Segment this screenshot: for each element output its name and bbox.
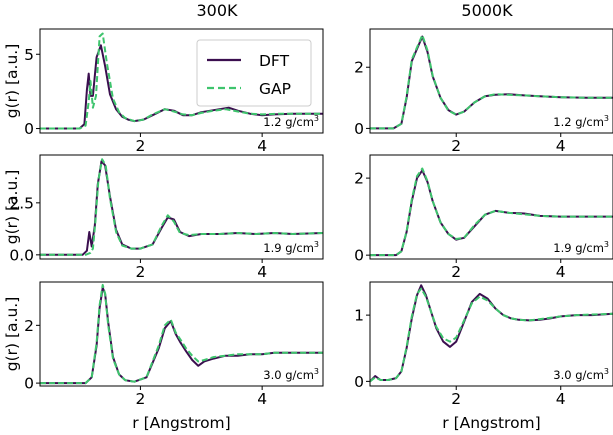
density-label: 1.2 g/cm3 (553, 114, 609, 129)
x-tick-label: 2 (451, 390, 461, 408)
legend-box (196, 39, 312, 107)
plot-frame (369, 281, 613, 387)
plot-frame (369, 28, 613, 134)
density-label: 1.2 g/cm3 (263, 114, 319, 129)
density-value: 3.0 g/cm (263, 368, 314, 382)
y-tick-label: 2 (24, 317, 34, 335)
density-exponent: 3 (604, 240, 609, 249)
legend-gap-label: GAP (259, 80, 291, 98)
series-line-gap (370, 287, 613, 383)
y-axis-label: g(r) [a.u.] (3, 170, 21, 245)
column-title-5000k: 5000K (461, 1, 513, 20)
density-exponent: 3 (314, 114, 319, 123)
x-tick-label: 2 (135, 390, 145, 408)
subplot-6: 2 4 0 1 3.0 g/cm3 r [Angstrom] (354, 281, 613, 432)
y-tick-label: 0 (24, 375, 34, 393)
y-tick-label: 2.5 (9, 194, 34, 212)
density-exponent: 3 (314, 240, 319, 249)
plot-frame (39, 281, 324, 387)
y-tick-label: 0 (354, 120, 364, 138)
series-line-gap (370, 167, 613, 257)
density-label: 1.9 g/cm3 (553, 240, 609, 255)
x-tick-label: 4 (257, 390, 267, 408)
x-tick-label: 4 (556, 137, 566, 155)
x-tick-label: 2 (135, 137, 145, 155)
x-tick-label: 4 (556, 390, 566, 408)
x-tick-label: 2 (135, 263, 145, 281)
series-group (370, 167, 613, 257)
density-value: 1.2 g/cm (263, 115, 314, 129)
column-title-300k: 300K (196, 1, 238, 20)
density-label: 3.0 g/cm3 (263, 367, 319, 382)
y-tick-label: 2 (354, 59, 364, 77)
series-line-gap (40, 32, 323, 130)
density-value: 1.9 g/cm (263, 241, 314, 255)
series-group (40, 158, 323, 256)
plot-frame (39, 154, 324, 260)
plot-frame (39, 28, 324, 134)
plot-frame (369, 154, 613, 260)
subplot-2: 2 4 0 2 1.2 g/cm3 (354, 28, 613, 155)
y-tick-label: 2 (354, 170, 364, 188)
y-tick-label: 0 (354, 373, 364, 391)
density-value: 3.0 g/cm (553, 368, 604, 382)
series-line-dft (370, 284, 613, 383)
density-exponent: 3 (314, 367, 319, 376)
legend: DFT GAP (196, 39, 312, 107)
series-line-gap (370, 34, 613, 130)
density-label: 1.9 g/cm3 (263, 240, 319, 255)
x-tick-label: 2 (451, 263, 461, 281)
x-tick-label: 4 (257, 263, 267, 281)
legend-dft-label: DFT (259, 52, 290, 70)
subplot-5: 2 4 0 2 3.0 g/cm3 g(r) [a.u.] r [Angstrom] (3, 281, 324, 432)
x-axis-label: r [Angstrom] (132, 414, 230, 432)
x-tick-label: 2 (451, 137, 461, 155)
y-tick-label: 0 (24, 120, 34, 138)
x-tick-label: 4 (257, 137, 267, 155)
y-tick-label: 0 (354, 247, 364, 265)
density-exponent: 3 (604, 367, 609, 376)
subplot-1: 2 4 0 5 1.2 g/cm3 g(r) [a.u.] (3, 28, 324, 155)
y-tick-label: 5 (24, 46, 34, 64)
subplot-4: 2 4 0 2 1.9 g/cm3 (354, 154, 613, 281)
series-group (40, 32, 323, 130)
series-group (370, 34, 613, 130)
y-axis-label: g(r) [a.u.] (3, 44, 21, 119)
density-value: 1.2 g/cm (553, 115, 604, 129)
series-line-gap (40, 283, 323, 385)
density-exponent: 3 (604, 114, 609, 123)
x-tick-label: 4 (556, 263, 566, 281)
subplot-3: 2 4 0.0 2.5 1.9 g/cm3 g(r) [a.u.] (3, 154, 324, 281)
y-tick-label: 1 (354, 307, 364, 325)
series-group (370, 284, 613, 383)
series-group (40, 283, 323, 385)
x-axis-label: r [Angstrom] (442, 414, 540, 432)
density-value: 1.9 g/cm (553, 241, 604, 255)
density-label: 3.0 g/cm3 (553, 367, 609, 382)
y-axis-label: g(r) [a.u.] (3, 297, 21, 372)
y-tick-label: 0.0 (9, 246, 34, 264)
